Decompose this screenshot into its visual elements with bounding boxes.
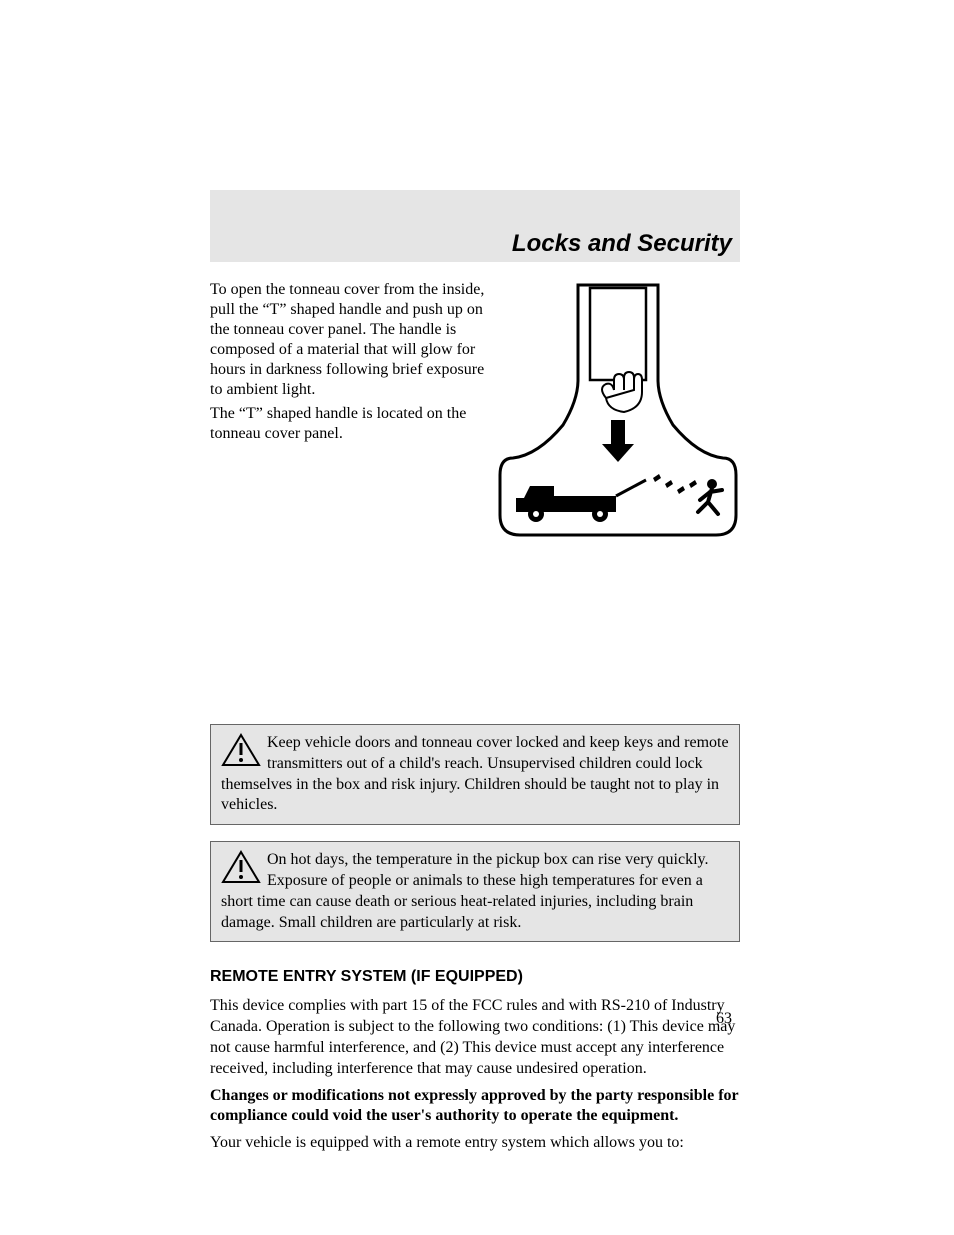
intro-para-2: The “T” shaped handle is located on the … bbox=[210, 404, 490, 444]
remote-entry-heading: REMOTE ENTRY SYSTEM (IF EQUIPPED) bbox=[210, 968, 740, 986]
page-number: 63 bbox=[716, 1010, 732, 1028]
warning-icon bbox=[221, 733, 261, 767]
t-handle-diagram bbox=[498, 280, 738, 540]
remote-bold-para: Changes or modifications not expressly a… bbox=[210, 1086, 740, 1128]
remote-para-2: Your vehicle is equipped with a remote e… bbox=[210, 1133, 740, 1154]
warning-icon bbox=[221, 850, 261, 884]
warning-text-2: On hot days, the temperature in the pick… bbox=[221, 851, 709, 930]
warning-text-1: Keep vehicle doors and tonneau cover loc… bbox=[221, 734, 729, 813]
intro-para-1: To open the tonneau cover from the insid… bbox=[210, 280, 490, 400]
remote-para-1: This device complies with part 15 of the… bbox=[210, 996, 740, 1079]
intro-text-block: To open the tonneau cover from the insid… bbox=[210, 280, 490, 444]
warnings-section: Keep vehicle doors and tonneau cover loc… bbox=[210, 724, 740, 1154]
warning-box-1: Keep vehicle doors and tonneau cover loc… bbox=[210, 724, 740, 825]
section-title: Locks and Security bbox=[512, 230, 732, 258]
warning-box-2: On hot days, the temperature in the pick… bbox=[210, 841, 740, 942]
